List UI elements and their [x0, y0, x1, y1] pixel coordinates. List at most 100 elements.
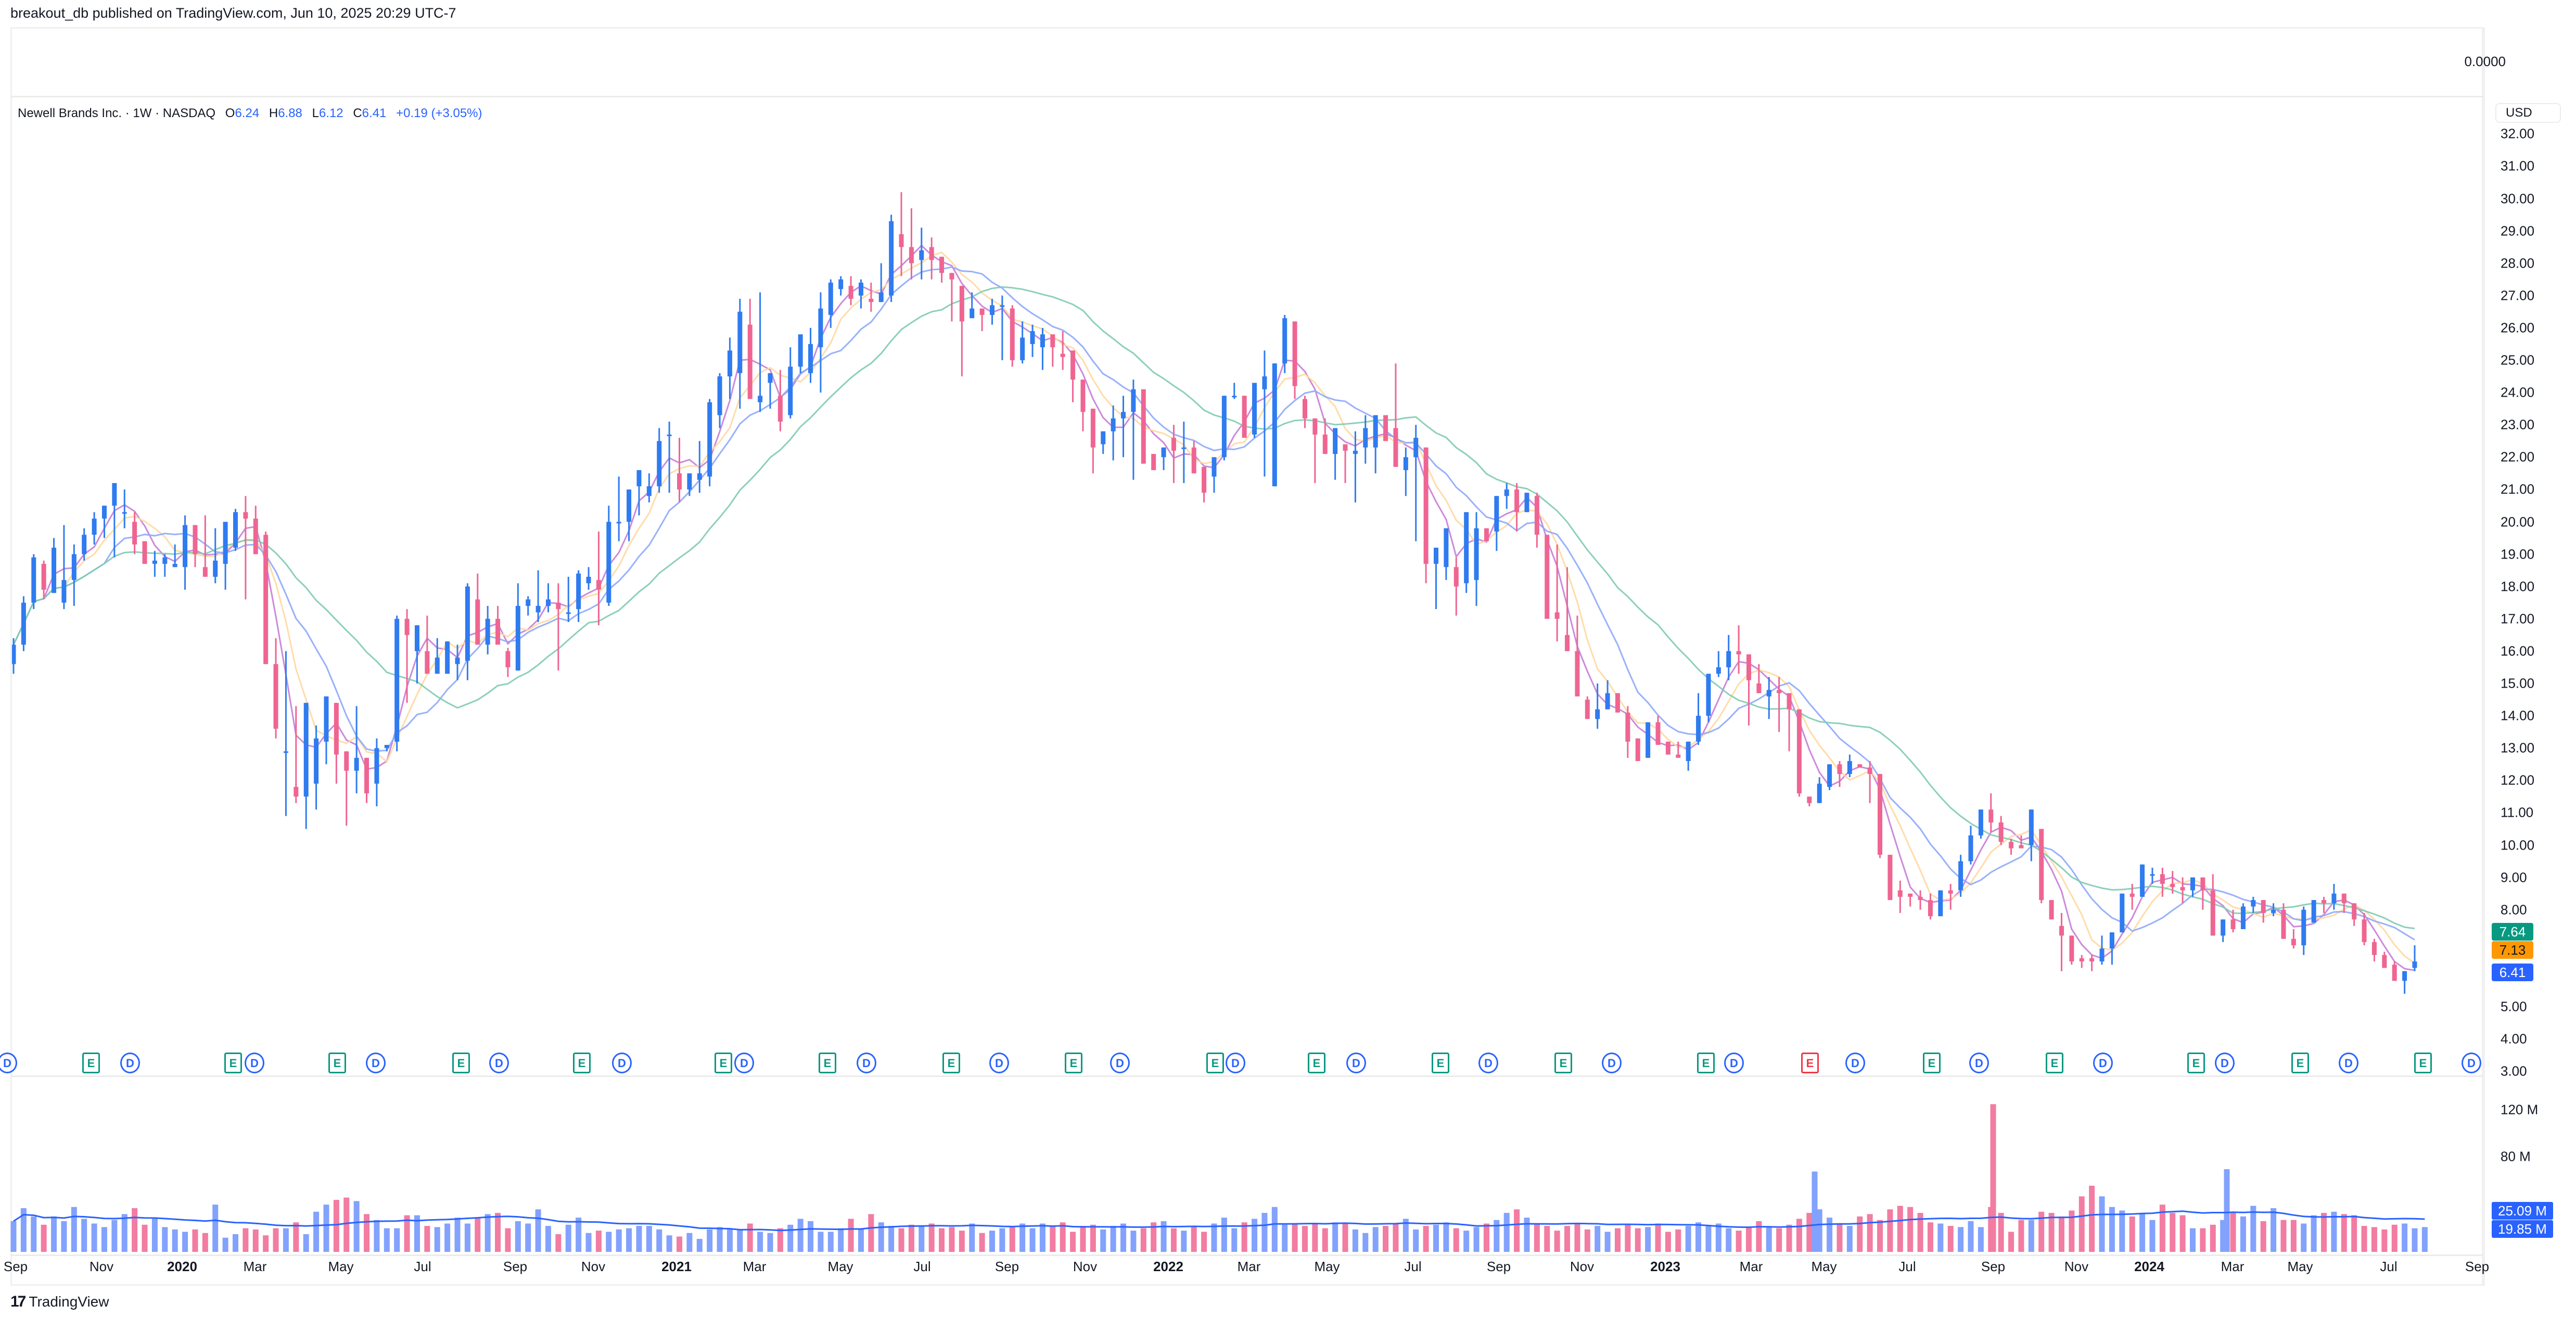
volume-bar: [31, 1216, 37, 1252]
candle-body: [878, 292, 884, 302]
dividend-event-icon[interactable]: D: [857, 1053, 876, 1073]
dividend-event-icon[interactable]: D: [612, 1053, 632, 1073]
dividend-event-icon[interactable]: D: [989, 1053, 1009, 1073]
volume-bar: [41, 1224, 47, 1252]
volume-bar: [2250, 1206, 2256, 1252]
volume-bar: [535, 1209, 541, 1252]
candle-body: [657, 441, 662, 487]
dividend-event-icon[interactable]: D: [0, 1053, 17, 1073]
candle-body: [808, 344, 813, 373]
volume-bar: [444, 1223, 451, 1252]
candle-body: [1393, 428, 1398, 467]
volume-bar: [606, 1232, 612, 1252]
candle-body: [1988, 809, 1994, 823]
dividend-event-icon[interactable]: D: [120, 1053, 140, 1073]
dividend-event-icon[interactable]: D: [2215, 1053, 2235, 1073]
earnings-event-icon[interactable]: E: [1065, 1053, 1082, 1073]
volume-bar: [2301, 1223, 2307, 1252]
volume-bar: [2139, 1214, 2146, 1252]
dividend-event-icon[interactable]: D: [734, 1053, 754, 1073]
dividend-event-icon[interactable]: D: [1110, 1053, 1130, 1073]
candle-body: [52, 548, 57, 593]
candle-body: [1111, 418, 1116, 432]
earnings-event-icon[interactable]: E: [1308, 1053, 1325, 1073]
volume-bar: [747, 1223, 753, 1252]
candle-body: [798, 334, 803, 367]
time-axis-label: 2023: [1650, 1259, 1680, 1274]
candle-body: [1847, 761, 1852, 774]
earnings-event-icon[interactable]: E: [224, 1053, 242, 1073]
volume-bar: [2078, 1196, 2085, 1252]
volume-bar: [2038, 1211, 2045, 1252]
volume-bar: [222, 1237, 228, 1252]
dividend-event-icon[interactable]: D: [1602, 1053, 1622, 1073]
volume-bar: [1695, 1222, 1702, 1252]
earnings-event-icon[interactable]: E: [2291, 1053, 2309, 1073]
time-axis-label: May: [328, 1259, 354, 1274]
candle-body: [2140, 864, 2145, 897]
volume-bar: [1019, 1223, 1026, 1252]
currency-button[interactable]: USD: [2495, 103, 2561, 123]
earnings-event-icon[interactable]: E: [819, 1053, 836, 1073]
price-axis-label: 26.00: [2501, 320, 2535, 336]
dividend-event-icon[interactable]: D: [1478, 1053, 1498, 1073]
dividend-event-icon[interactable]: D: [366, 1053, 386, 1073]
dividend-event-icon[interactable]: D: [1969, 1053, 1989, 1073]
volume-bar: [101, 1227, 107, 1252]
earnings-event-icon[interactable]: E: [573, 1053, 591, 1073]
dividend-event-icon[interactable]: D: [245, 1053, 264, 1073]
volume-bar: [424, 1226, 430, 1252]
earnings-event-icon[interactable]: E: [2414, 1053, 2432, 1073]
candle-body: [545, 599, 551, 606]
indicator-pane-separator[interactable]: [10, 96, 2483, 97]
candle-body: [737, 311, 743, 373]
volume-bar: [1140, 1228, 1146, 1252]
earnings-event-icon[interactable]: E: [452, 1053, 470, 1073]
volume-bar: [1837, 1223, 1843, 1252]
dividend-event-icon[interactable]: D: [2462, 1053, 2481, 1073]
earnings-event-icon[interactable]: E: [1923, 1053, 1941, 1073]
volume-bar: [1564, 1226, 1571, 1252]
candle-body: [1978, 809, 1983, 835]
tradingview-logo[interactable]: 17 TradingView: [10, 1293, 109, 1311]
earnings-event-icon[interactable]: E: [1432, 1053, 1449, 1073]
dividend-event-icon[interactable]: D: [2339, 1053, 2358, 1073]
dividend-event-icon[interactable]: D: [2093, 1053, 2113, 1073]
earnings-event-icon[interactable]: E: [82, 1053, 100, 1073]
volume-bar: [1745, 1227, 1752, 1252]
dividend-event-icon[interactable]: D: [1724, 1053, 1744, 1073]
dividend-event-icon[interactable]: D: [1346, 1053, 1366, 1073]
earnings-event-icon[interactable]: E: [1206, 1053, 1224, 1073]
volume-bar: [1282, 1224, 1288, 1252]
earnings-event-icon[interactable]: E: [2046, 1053, 2063, 1073]
volume-bar: [2099, 1196, 2105, 1252]
volume-bar: [323, 1205, 329, 1252]
earnings-event-icon[interactable]: E: [942, 1053, 960, 1073]
volume-bar: [989, 1231, 995, 1252]
volume-bar: [1927, 1222, 1933, 1252]
earnings-event-icon[interactable]: E: [328, 1053, 346, 1073]
volume-bar: [1816, 1209, 1822, 1252]
candle-body: [303, 703, 309, 797]
candle-body: [1272, 363, 1277, 487]
dividend-event-icon[interactable]: D: [1226, 1053, 1245, 1073]
volume-bar: [1312, 1223, 1318, 1252]
earnings-event-icon[interactable]: E: [2187, 1053, 2205, 1073]
earnings-event-icon[interactable]: E: [1801, 1053, 1819, 1073]
volume-bar: [434, 1227, 440, 1252]
volume-bar: [919, 1226, 925, 1252]
dividend-event-icon[interactable]: D: [489, 1053, 509, 1073]
time-axis-label: Jul: [1404, 1259, 1422, 1274]
earnings-event-icon[interactable]: E: [715, 1053, 732, 1073]
symbol-legend[interactable]: Newell Brands Inc. · 1W · NASDAQ O6.24 H…: [18, 106, 482, 121]
volume-pane-separator[interactable]: [10, 1075, 2483, 1077]
candle-body: [1736, 651, 1741, 655]
volume-bar: [2149, 1220, 2156, 1252]
earnings-event-icon[interactable]: E: [1554, 1053, 1572, 1073]
earnings-event-icon[interactable]: E: [1697, 1053, 1715, 1073]
candle-body: [768, 373, 773, 383]
candle-body: [788, 366, 793, 415]
dividend-event-icon[interactable]: D: [1845, 1053, 1865, 1073]
candle-body: [233, 512, 238, 548]
